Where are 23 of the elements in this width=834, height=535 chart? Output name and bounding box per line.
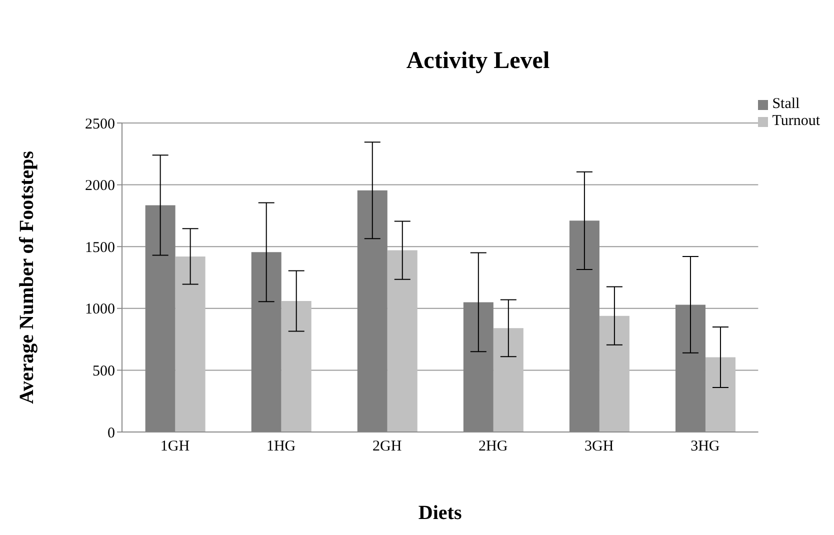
y-tick-label: 2500 — [85, 116, 115, 132]
x-tick-label: 1HG — [266, 438, 296, 455]
x-tick-label: 3GH — [584, 438, 614, 455]
y-tick-label: 0 — [108, 425, 115, 442]
y-axis-title: Average Number of Footsteps — [16, 150, 38, 404]
legend-label: Turnout — [772, 113, 820, 129]
x-axis-title: Diets — [418, 502, 462, 524]
bar — [175, 256, 206, 432]
x-tick-label: 1GH — [160, 438, 190, 455]
y-tick-label: 1500 — [85, 240, 115, 256]
bar — [599, 316, 630, 432]
bar — [705, 357, 736, 432]
legend-label: Stall — [772, 96, 800, 112]
bar — [281, 300, 312, 432]
y-tick-label: 2000 — [85, 178, 115, 194]
bar — [387, 250, 418, 432]
x-tick-label: 2HG — [478, 438, 508, 455]
x-tick-label: 2GH — [372, 438, 402, 455]
y-tick-label: 1000 — [85, 302, 115, 318]
bar — [493, 328, 524, 432]
y-tick-label: 500 — [92, 364, 115, 380]
x-tick-label: 3HG — [690, 438, 720, 455]
chart-title: Activity Level — [405, 48, 551, 75]
